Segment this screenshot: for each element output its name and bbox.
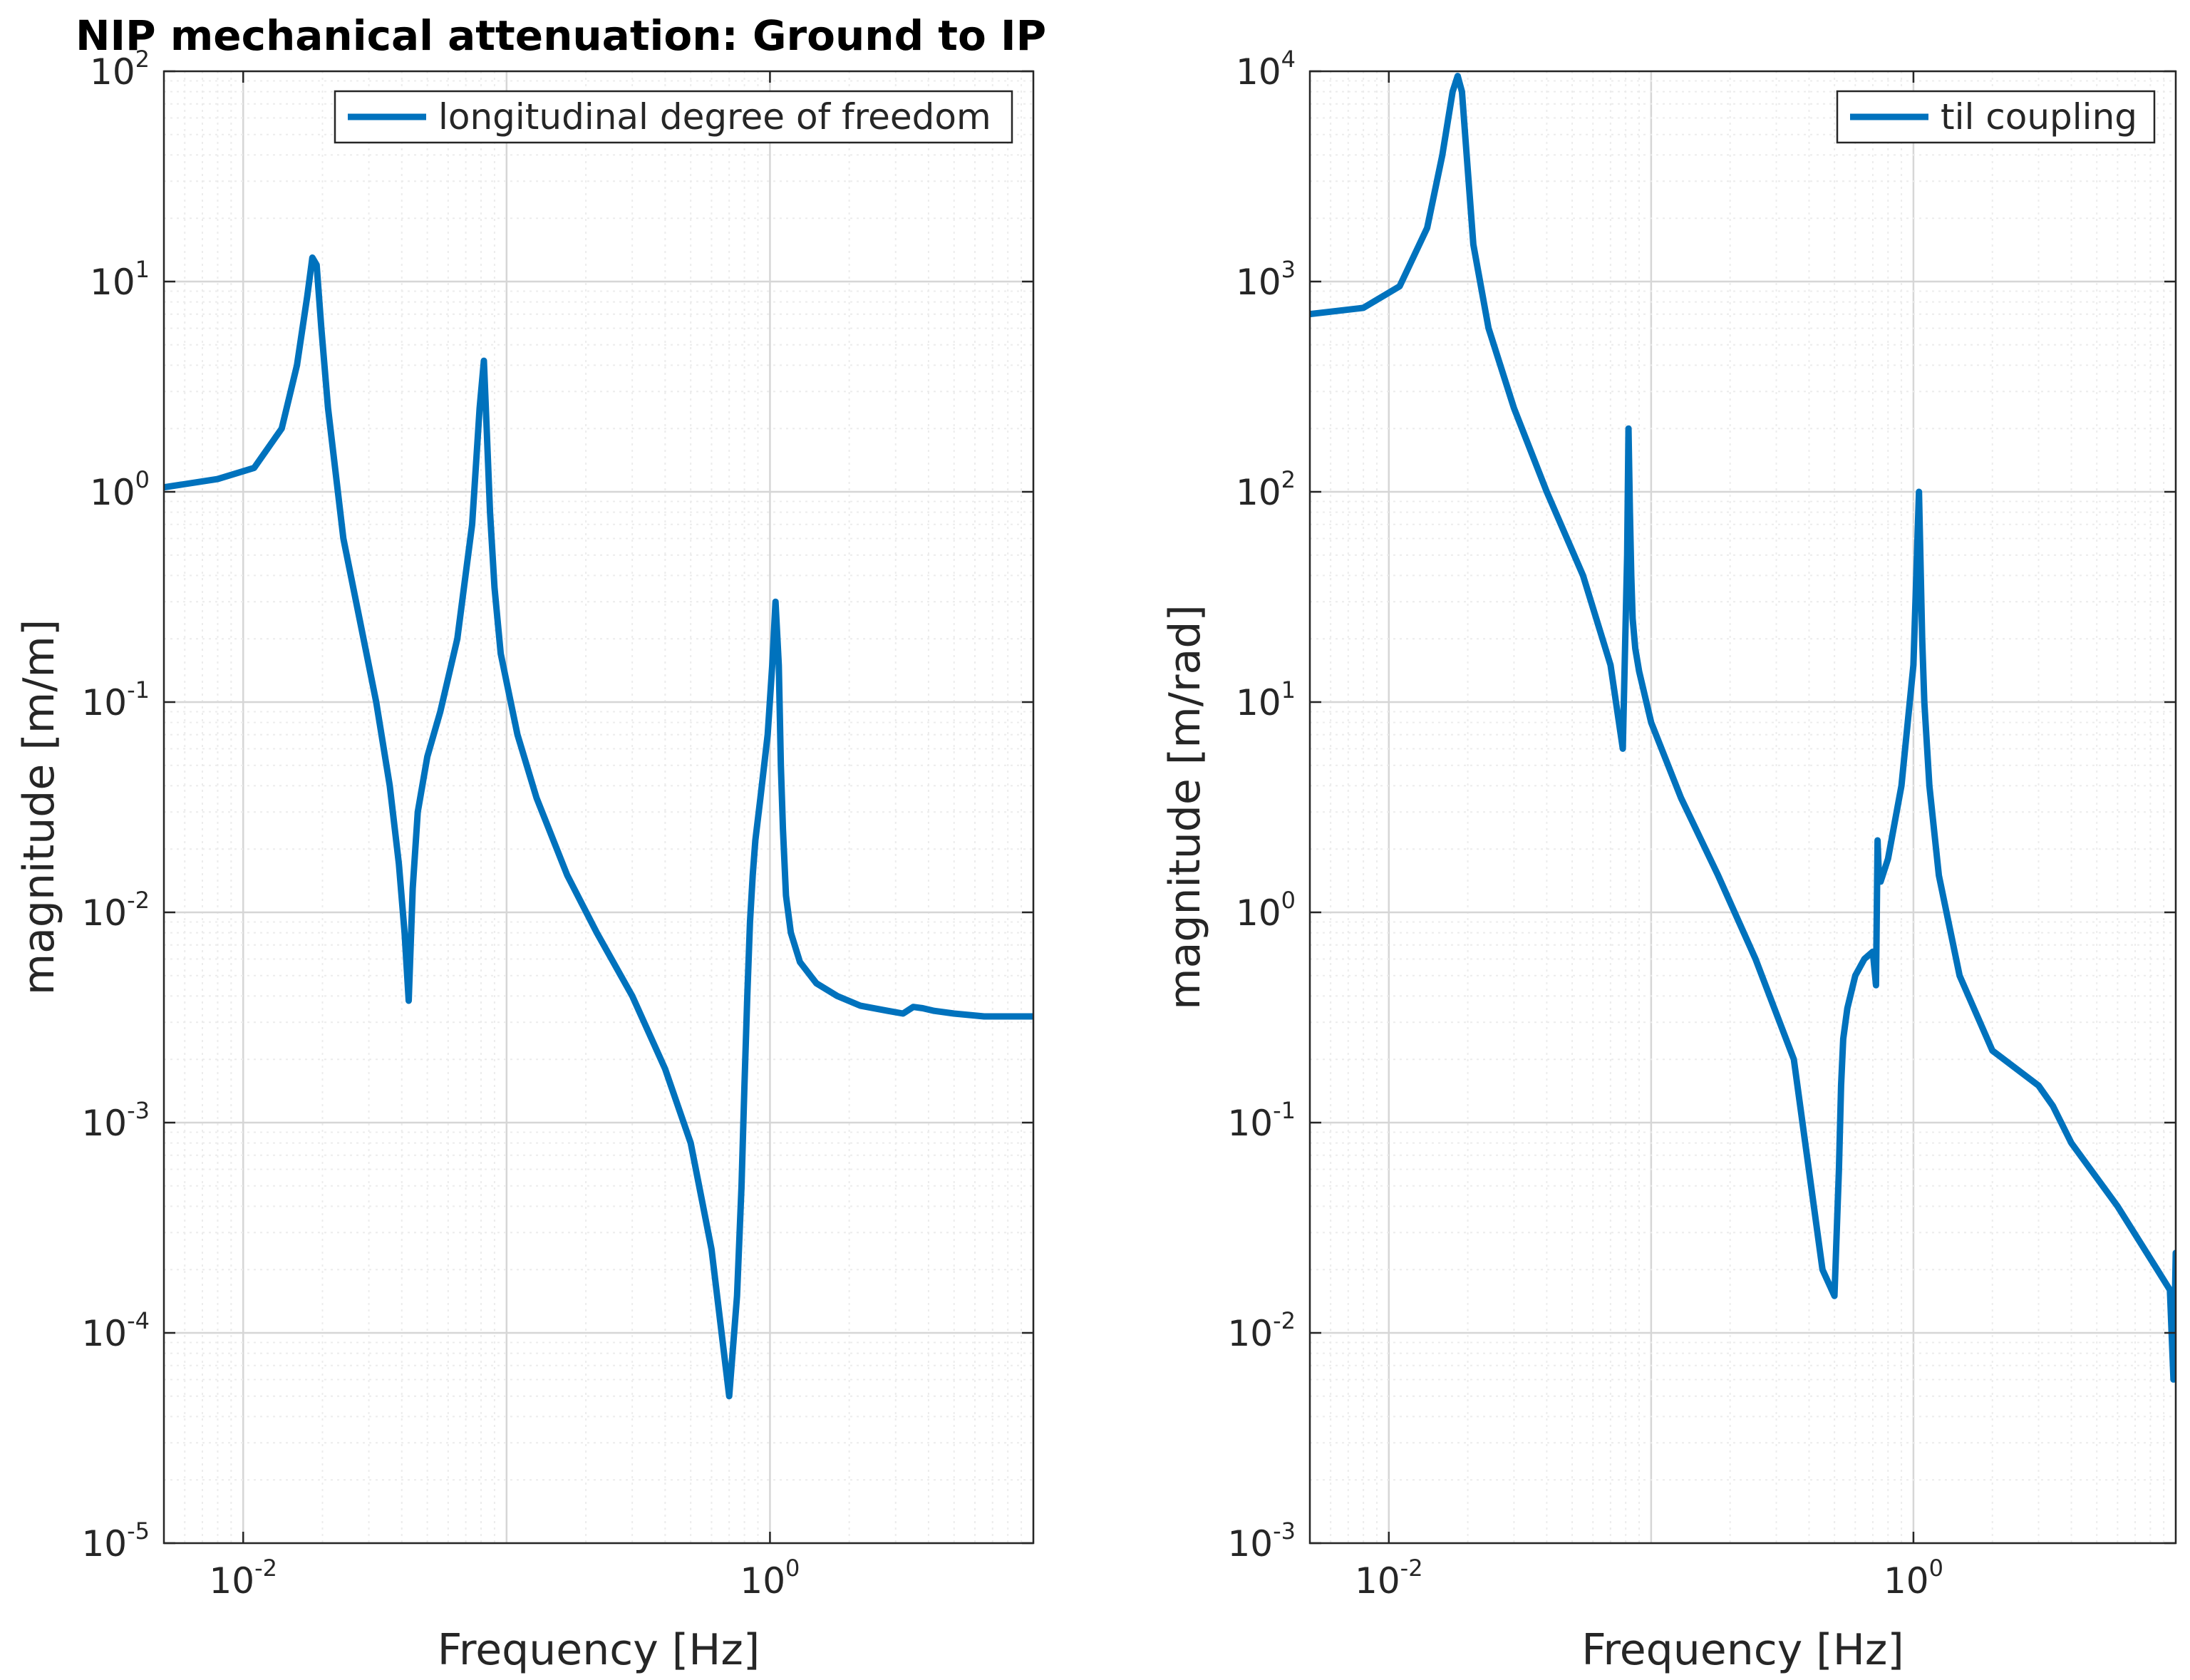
x-tick-label: 10-2 xyxy=(1355,1555,1423,1602)
plot-longitudinal-legend-entry: longitudinal degree of freedom xyxy=(438,96,991,138)
x-tick-label: 100 xyxy=(1884,1555,1943,1602)
y-tick-label: 10-2 xyxy=(1227,1307,1296,1354)
y-tick-label: 101 xyxy=(90,256,150,303)
plot-tilt-axes-box xyxy=(1308,70,2177,1545)
y-tick-label: 104 xyxy=(1236,46,1296,93)
plot-tilt-legend: til coupling xyxy=(1836,90,2156,144)
y-tick-label: 101 xyxy=(1236,676,1296,723)
plot-tilt-ticks: 10-3 10-2 10-1 100 101 102 103 104 10-2 100 xyxy=(1227,46,2176,1602)
y-tick-label: 10-1 xyxy=(1227,1097,1296,1144)
y-tick-label: 10-2 xyxy=(81,887,150,934)
series-line-tilt xyxy=(1310,73,2176,1383)
y-tick-label: 100 xyxy=(1236,887,1296,934)
plot-longitudinal-legend-box xyxy=(334,90,1013,144)
plot-longitudinal-series xyxy=(164,254,1033,1400)
y-tick-label: 102 xyxy=(90,46,150,93)
plot-tilt: 10-3 10-2 10-1 100 101 102 103 104 10-2 100 Frequ… xyxy=(1160,46,2177,1675)
y-tick-label: 103 xyxy=(1236,256,1296,303)
plot-longitudinal-ylabel: magnitude [m/m] xyxy=(14,619,64,996)
y-tick-label: 10-3 xyxy=(81,1097,150,1144)
plot-longitudinal-ticks: 10-5 10-4 10-3 10-2 10-1 100 101 102 10-2 100 xyxy=(81,46,1033,1602)
x-tick-label: 10-2 xyxy=(209,1555,277,1602)
y-tick-label: 10-5 xyxy=(81,1517,150,1565)
plot-tilt-background xyxy=(1310,71,2176,1543)
plot-tilt-xlabel: Frequency [Hz] xyxy=(1581,1625,1904,1675)
y-tick-label: 100 xyxy=(90,466,150,513)
plot-longitudinal-xlabel: Frequency [Hz] xyxy=(438,1625,760,1675)
series-line-longitudinal xyxy=(164,254,1033,1400)
plot-longitudinal-axes-box xyxy=(162,70,1035,1545)
plot-tilt-series xyxy=(1310,73,2176,1383)
plot-longitudinal: 10-5 10-4 10-3 10-2 10-1 100 101 102 10-2 100 Fre… xyxy=(14,46,1035,1675)
plot-longitudinal-background xyxy=(164,71,1033,1543)
y-tick-label: 102 xyxy=(1236,466,1296,513)
y-tick-label: 10-4 xyxy=(81,1307,150,1354)
y-tick-label: 10-3 xyxy=(1227,1517,1296,1565)
plot-tilt-legend-entry: til coupling xyxy=(1941,96,2137,138)
plot-tilt-ylabel: magnitude [m/rad] xyxy=(1160,604,1210,1010)
figure-title: NIP mechanical attenuation: Ground to IP xyxy=(76,11,1046,60)
x-tick-label: 100 xyxy=(740,1555,800,1602)
plot-longitudinal-legend: longitudinal degree of freedom xyxy=(334,90,1013,144)
y-tick-label: 10-1 xyxy=(81,676,150,723)
